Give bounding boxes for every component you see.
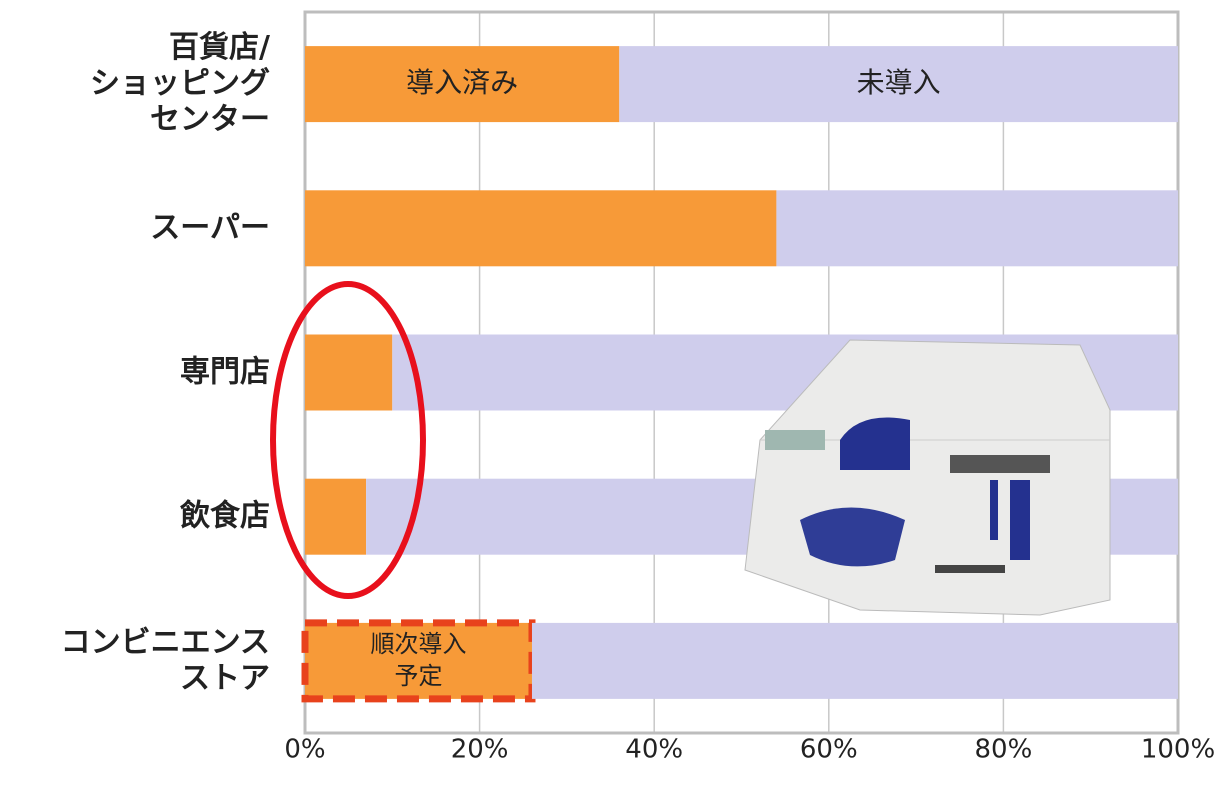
bar-segment <box>305 46 620 123</box>
x-tick-label: 60% <box>800 735 858 765</box>
bar-segment <box>305 334 393 411</box>
y-tick-label: 飲食店 <box>180 498 270 533</box>
series-label: 未導入 <box>857 66 941 99</box>
bar-segment <box>305 478 367 555</box>
x-tick-label: 40% <box>625 735 683 765</box>
bar-segment <box>531 622 1178 699</box>
x-tick-label: 100% <box>1141 735 1215 765</box>
bar-segment <box>619 46 1178 123</box>
x-tick-label: 20% <box>451 735 509 765</box>
bar-segment <box>305 190 777 267</box>
x-tick-label: 0% <box>284 735 325 765</box>
y-tick-label: コンビニエンスストア <box>61 624 270 695</box>
y-tick-label: 専門店 <box>180 354 270 389</box>
series-label: 順次導入予定 <box>370 630 466 690</box>
bar-segment <box>776 190 1178 267</box>
y-tick-label: 百貨店/ショッピングセンター <box>90 30 270 137</box>
x-tick-label: 80% <box>975 735 1033 765</box>
y-tick-label: スーパー <box>150 210 270 245</box>
printer-illustration <box>744 339 1111 616</box>
highlight-ellipse <box>270 281 426 599</box>
bar-segment <box>301 619 536 703</box>
series-label: 導入済み <box>406 66 518 99</box>
